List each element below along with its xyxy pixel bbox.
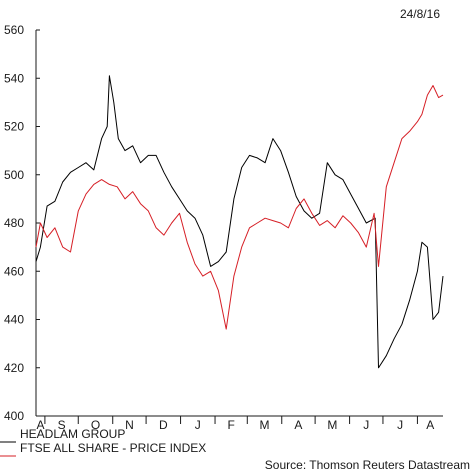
x-tick-label: A bbox=[294, 418, 302, 432]
x-tick-label: D bbox=[159, 418, 168, 432]
x-tick-label: J bbox=[397, 418, 403, 432]
x-tick-label: A bbox=[426, 418, 434, 432]
y-tick-label: 440 bbox=[4, 313, 24, 327]
x-tick-label: M bbox=[260, 418, 270, 432]
source-label: Source: Thomson Reuters Datastream bbox=[265, 458, 470, 472]
y-axis: 400 420 440 460 480 500 520 540 560 bbox=[4, 23, 40, 423]
y-tick-label: 520 bbox=[4, 120, 24, 134]
series-line-ftse bbox=[35, 85, 444, 330]
x-tick-label: S bbox=[58, 418, 66, 432]
y-tick-label: 420 bbox=[4, 361, 24, 375]
y-tick-label: 560 bbox=[4, 23, 24, 37]
date-label: 24/8/16 bbox=[400, 7, 440, 21]
plot-area bbox=[35, 75, 444, 369]
x-tick-label: J bbox=[195, 418, 201, 432]
x-tick-label: N bbox=[125, 418, 134, 432]
series-line-headlam bbox=[35, 75, 444, 369]
legend-label: HEADLAM GROUP bbox=[20, 427, 125, 441]
x-tick-label: J bbox=[363, 418, 369, 432]
y-tick-label: 500 bbox=[4, 168, 24, 182]
x-tick-label: F bbox=[227, 418, 234, 432]
y-tick-label: 400 bbox=[4, 409, 24, 423]
x-tick-label: O bbox=[91, 418, 100, 432]
y-tick-label: 480 bbox=[4, 216, 24, 230]
y-tick-label: 460 bbox=[4, 264, 24, 278]
x-tick-label: M bbox=[327, 418, 337, 432]
y-tick-label: 540 bbox=[4, 71, 24, 85]
legend-label: FTSE ALL SHARE - PRICE INDEX bbox=[20, 441, 206, 455]
x-tick-label: A bbox=[36, 418, 44, 432]
